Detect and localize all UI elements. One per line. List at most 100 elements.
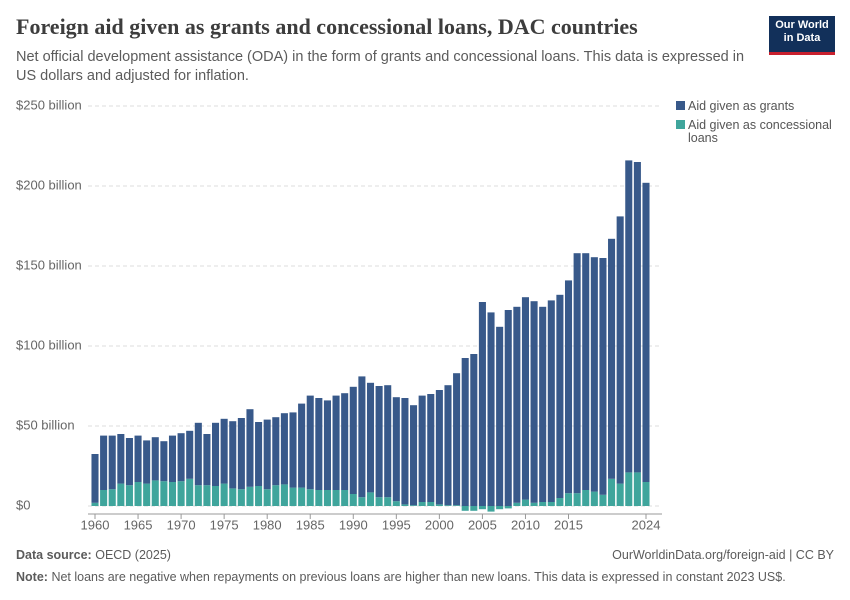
bar-segment [272, 417, 280, 486]
bar-segment [633, 472, 641, 506]
bar-segment [125, 438, 133, 486]
bar-segment [349, 386, 357, 494]
bar-segment [117, 483, 125, 506]
bar-segment [108, 435, 116, 490]
bar-segment [625, 472, 633, 506]
bar-segment [642, 482, 650, 506]
logo-text: Our World [775, 19, 829, 31]
bar-segment [582, 490, 590, 506]
bar-segment [366, 382, 375, 493]
y-tick-label: $150 billion [16, 257, 82, 272]
bar-segment [410, 405, 418, 506]
bar-segment [564, 280, 573, 494]
bar-segment [108, 489, 116, 506]
legend-label: Aid given as grants [688, 99, 795, 113]
bar-segment [444, 385, 452, 506]
bar-segment [134, 435, 142, 482]
bar-segment [220, 483, 228, 506]
bar-segment [478, 506, 486, 510]
bar-segment [384, 497, 392, 506]
bar-segment [530, 301, 538, 503]
logo-text: in Data [783, 32, 821, 44]
y-tick-label: $250 billion [16, 97, 82, 112]
chart-subtitle: Net official development assistance (ODA… [16, 49, 745, 84]
link[interactable]: OurWorldinData.org/foreign-aid | CC BY [612, 548, 834, 562]
bar-segment [100, 490, 108, 506]
bar-segment [427, 502, 435, 506]
bar-segment [375, 497, 383, 506]
bar-segment [642, 182, 650, 483]
bar-segment [461, 358, 469, 506]
source-label: Data source: [16, 548, 92, 562]
x-tick-label: 2000 [425, 517, 454, 532]
bar-segment [315, 398, 323, 490]
bar-segment [608, 238, 616, 479]
bar-segment [160, 481, 168, 506]
bar-segment [151, 437, 159, 481]
x-tick-label: 2024 [632, 517, 661, 532]
chart-title: Foreign aid given as grants and concessi… [16, 14, 638, 39]
bar-segment [582, 253, 590, 490]
bar-segment [220, 418, 228, 484]
bar-segment [513, 502, 521, 506]
bar-segment [332, 395, 340, 490]
bar-segment [453, 373, 461, 506]
bar-segment [263, 489, 271, 506]
bar-segment [573, 493, 581, 506]
logo[interactable]: Our World in Data [769, 16, 835, 55]
bar-segment [616, 483, 624, 506]
bar-segment [280, 484, 288, 506]
bar-segment [203, 485, 211, 506]
bar-segment [530, 502, 538, 506]
bar-segment [539, 306, 547, 502]
bar-segment [212, 486, 220, 506]
bar-segment [168, 435, 177, 482]
bar-segment [280, 413, 288, 485]
bar-segment [255, 486, 263, 506]
bar-segment [418, 395, 426, 502]
bar-segment [91, 454, 99, 503]
bar-segment [608, 478, 616, 506]
bar-segment [255, 422, 263, 486]
bar-segment [306, 489, 314, 506]
bar-segment [194, 485, 202, 506]
bar-segment [487, 506, 495, 512]
bar-segment [461, 506, 469, 511]
bar-segment [358, 376, 366, 498]
x-tick-label: 1985 [296, 517, 325, 532]
bar-segment [177, 433, 185, 482]
note: Net loans are negative when repayments o… [51, 570, 786, 584]
bar-segment [504, 506, 512, 509]
bar-segment [478, 302, 486, 506]
bar-segment [599, 494, 607, 506]
bar-segment [384, 385, 392, 498]
bar-segment [418, 502, 426, 506]
bar-segment [487, 312, 495, 506]
bar-segment [358, 497, 366, 506]
y-tick-label: $100 billion [16, 337, 82, 352]
bar-segment [151, 480, 159, 506]
x-tick-label: 1975 [210, 517, 239, 532]
bar-segment [366, 492, 375, 506]
x-tick-label: 1990 [339, 517, 368, 532]
bar-segment [194, 422, 202, 486]
bar-segment [237, 489, 245, 506]
x-tick-label: 1980 [253, 517, 282, 532]
x-tick-label: 2015 [554, 517, 583, 532]
bar-segment [246, 409, 254, 487]
bar-segment [263, 419, 271, 490]
bar-segment [177, 481, 185, 506]
bar-segment [323, 490, 331, 506]
bar-segment [564, 493, 573, 506]
bar-segment [91, 502, 99, 506]
x-tick-label: 1965 [124, 517, 153, 532]
bar-segment [401, 504, 409, 506]
bar-segment [590, 491, 598, 506]
bar-segment [298, 487, 306, 506]
bar-segment [496, 326, 504, 506]
bar-segment [392, 501, 400, 506]
bar-segment [435, 504, 443, 506]
bar-segment [349, 494, 357, 506]
bar-segment [625, 160, 633, 473]
